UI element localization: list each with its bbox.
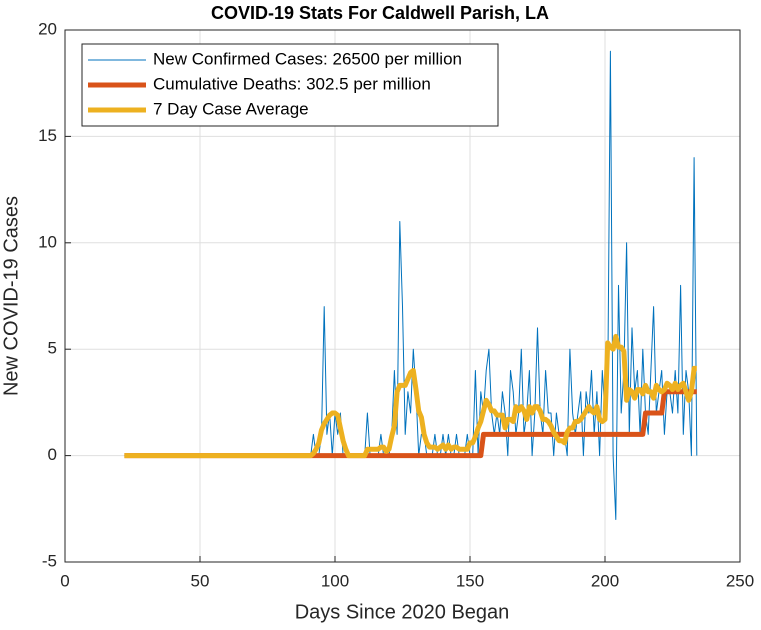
y-tick-label: 15 xyxy=(38,126,57,145)
y-tick-label: 0 xyxy=(48,445,57,464)
legend-label: New Confirmed Cases: 26500 per million xyxy=(153,49,462,68)
y-tick-label: -5 xyxy=(42,551,57,570)
x-tick-label: 250 xyxy=(726,571,754,590)
y-tick-label: 10 xyxy=(38,232,57,251)
y-tick-label: 20 xyxy=(38,19,57,38)
y-tick-label: 5 xyxy=(48,339,57,358)
x-tick-label: 100 xyxy=(321,571,349,590)
legend-label: 7 Day Case Average xyxy=(153,99,309,118)
x-axis-label: Days Since 2020 Began xyxy=(295,601,510,623)
x-tick-label: 50 xyxy=(191,571,210,590)
x-tick-label: 150 xyxy=(456,571,484,590)
legend-box xyxy=(81,43,499,127)
chart-title: COVID-19 Stats For Caldwell Parish, LA xyxy=(211,3,549,23)
x-tick-label: 200 xyxy=(591,571,619,590)
x-tick-label: 0 xyxy=(60,571,69,590)
y-axis-label: New COVID-19 Cases xyxy=(0,196,22,396)
legend: New Confirmed Cases: 26500 per million Cu… xyxy=(81,43,499,127)
lines xyxy=(124,50,698,520)
data-line xyxy=(124,333,697,459)
axes-box xyxy=(64,29,741,563)
legend-label: Cumulative Deaths: 302.5 per million xyxy=(153,74,431,93)
